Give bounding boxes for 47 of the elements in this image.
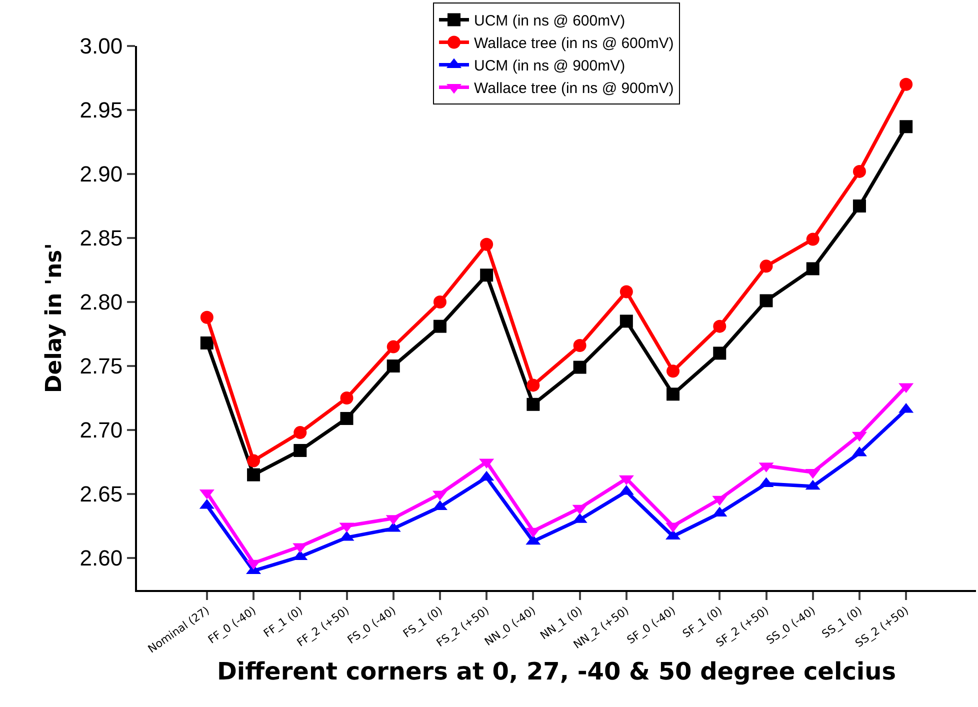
y-tick-label: 2.65 bbox=[80, 482, 123, 507]
point bbox=[666, 388, 680, 401]
legend-label: Wallace tree (in ns @ 900mV) bbox=[474, 80, 674, 98]
point bbox=[760, 294, 773, 308]
y-tick-label: 2.80 bbox=[80, 290, 123, 315]
y-axis-title: Delay in 'ns' bbox=[42, 243, 68, 393]
point bbox=[713, 346, 726, 360]
y-tick-label: 2.60 bbox=[80, 546, 123, 571]
point bbox=[852, 164, 866, 178]
point bbox=[760, 260, 773, 273]
point bbox=[294, 444, 307, 457]
point bbox=[573, 339, 586, 352]
point bbox=[480, 268, 494, 282]
point bbox=[526, 398, 540, 411]
point bbox=[247, 454, 260, 468]
point bbox=[806, 232, 820, 246]
point bbox=[620, 314, 633, 328]
point bbox=[433, 320, 446, 333]
y-tick-label: 2.75 bbox=[80, 354, 123, 379]
point bbox=[433, 296, 446, 308]
point bbox=[480, 238, 494, 251]
y-tick-label: 2.85 bbox=[80, 226, 123, 251]
legend-label: UCM (in ns @ 900mV) bbox=[474, 58, 626, 75]
point bbox=[386, 340, 400, 354]
y-tick-label: 2.70 bbox=[80, 418, 123, 443]
point bbox=[294, 426, 307, 440]
point bbox=[620, 285, 633, 298]
point bbox=[806, 262, 820, 276]
point bbox=[900, 78, 913, 91]
point bbox=[852, 200, 866, 212]
y-tick-label: 2.90 bbox=[80, 162, 123, 187]
point bbox=[200, 310, 214, 324]
point bbox=[386, 360, 400, 372]
point bbox=[247, 468, 260, 482]
point bbox=[526, 378, 540, 392]
legend-label: UCM (in ns @ 600mV) bbox=[474, 12, 626, 30]
point bbox=[573, 360, 586, 374]
legend-label: Wallace tree (in ns @ 600mV) bbox=[474, 35, 674, 52]
point bbox=[340, 392, 354, 404]
point bbox=[666, 364, 680, 378]
y-tick-label: 3.00 bbox=[80, 34, 123, 59]
point bbox=[200, 336, 214, 350]
x-axis-title: Different corners at 0, 27, -40 & 50 degree celcius bbox=[216, 658, 896, 686]
point bbox=[900, 120, 913, 134]
point bbox=[713, 320, 726, 333]
point bbox=[340, 412, 354, 425]
y-tick-label: 2.95 bbox=[80, 98, 123, 123]
